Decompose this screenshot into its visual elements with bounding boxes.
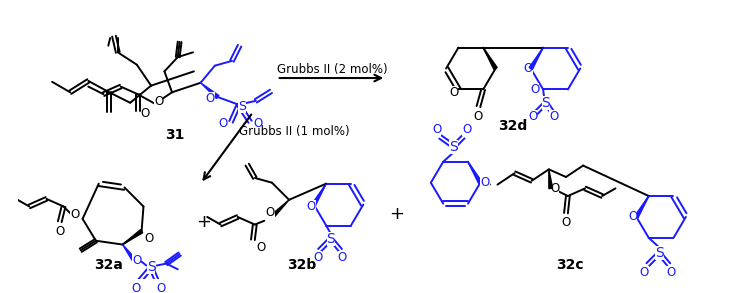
Polygon shape xyxy=(635,196,649,218)
Polygon shape xyxy=(123,230,142,245)
Polygon shape xyxy=(201,83,219,98)
Text: O: O xyxy=(205,93,215,105)
Text: O: O xyxy=(549,110,558,122)
Text: O: O xyxy=(70,208,80,221)
Polygon shape xyxy=(483,47,497,69)
Text: O: O xyxy=(313,251,323,264)
Text: Grubbs II (2 mol%): Grubbs II (2 mol%) xyxy=(277,63,387,76)
Text: S: S xyxy=(238,100,246,113)
Text: O: O xyxy=(523,62,533,75)
Text: S: S xyxy=(655,246,663,260)
Polygon shape xyxy=(549,169,553,189)
Text: O: O xyxy=(562,216,570,229)
Polygon shape xyxy=(468,162,482,184)
Text: O: O xyxy=(550,182,559,195)
Text: 32c: 32c xyxy=(556,258,584,272)
Text: O: O xyxy=(256,241,265,254)
Text: O: O xyxy=(480,176,490,189)
Text: +: + xyxy=(389,205,404,223)
Text: O: O xyxy=(154,95,163,108)
Polygon shape xyxy=(123,245,136,261)
Text: O: O xyxy=(266,206,275,219)
Text: O: O xyxy=(474,110,483,122)
Text: O: O xyxy=(528,110,537,122)
Text: O: O xyxy=(132,254,142,267)
Text: O: O xyxy=(639,266,649,279)
Text: O: O xyxy=(666,266,675,279)
Text: O: O xyxy=(338,251,347,264)
Text: O: O xyxy=(628,210,637,224)
Polygon shape xyxy=(271,200,289,218)
Text: S: S xyxy=(326,232,335,246)
Text: O: O xyxy=(449,86,458,99)
Text: S: S xyxy=(449,139,458,154)
Text: O: O xyxy=(131,282,140,293)
Text: +: + xyxy=(196,213,211,231)
Text: O: O xyxy=(432,123,441,136)
Text: O: O xyxy=(306,200,316,213)
Text: 32d: 32d xyxy=(498,119,528,133)
Text: O: O xyxy=(253,117,262,130)
Text: O: O xyxy=(530,83,539,96)
Polygon shape xyxy=(529,47,543,69)
Text: O: O xyxy=(141,107,150,120)
Text: O: O xyxy=(156,282,165,293)
Text: S: S xyxy=(542,96,551,110)
Text: O: O xyxy=(145,232,154,245)
Text: O: O xyxy=(463,123,472,136)
Text: 32b: 32b xyxy=(287,258,316,272)
Text: S: S xyxy=(147,260,156,274)
Polygon shape xyxy=(312,184,326,206)
Text: Grubbs II (1 mol%): Grubbs II (1 mol%) xyxy=(238,125,349,138)
Text: 32a: 32a xyxy=(94,258,123,272)
Text: O: O xyxy=(218,117,228,130)
Text: 31: 31 xyxy=(165,128,184,142)
Text: O: O xyxy=(55,225,64,238)
